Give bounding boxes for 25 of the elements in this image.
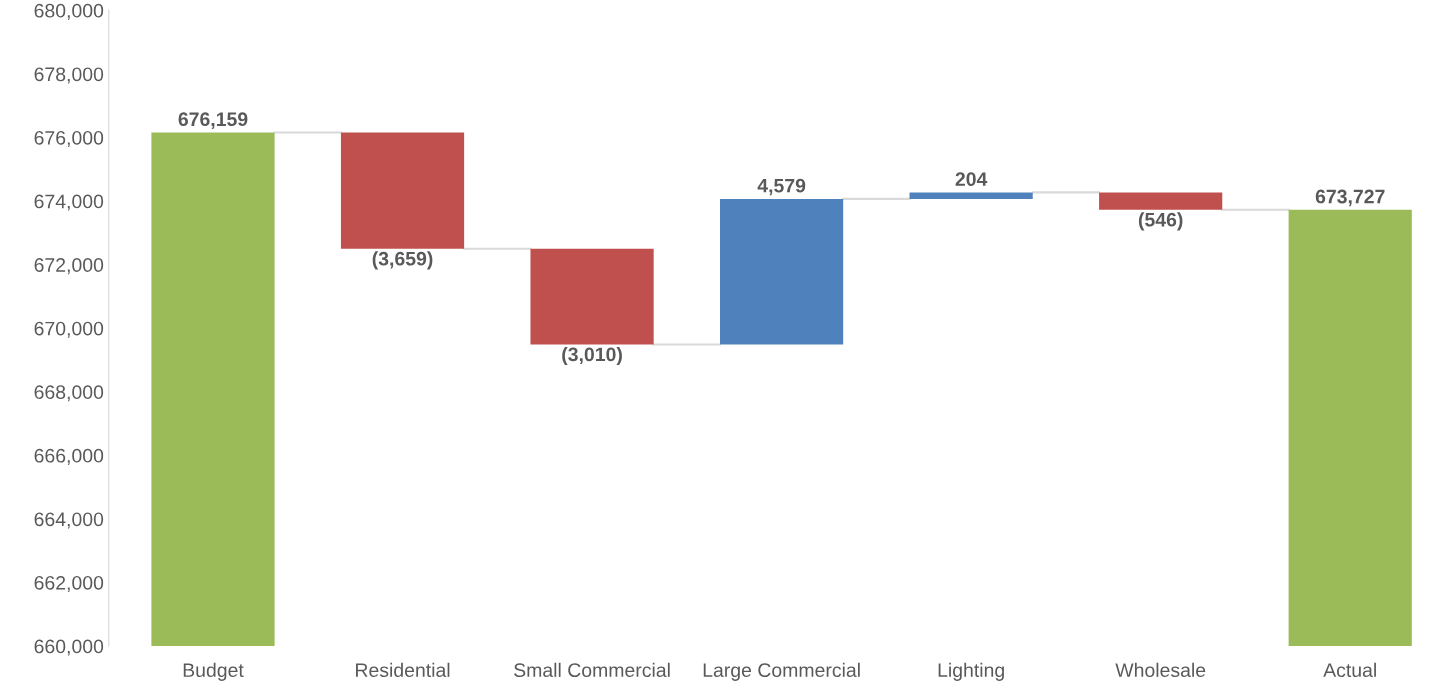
data-label: 676,159 bbox=[178, 112, 248, 129]
y-tick-label: 674,000 bbox=[34, 194, 104, 211]
y-tick-label: 668,000 bbox=[34, 385, 104, 402]
x-tick-label: Wholesale bbox=[1115, 662, 1206, 678]
x-tick-label: Lighting bbox=[938, 662, 1004, 681]
x-tick-label: Small Commercial bbox=[514, 662, 670, 678]
data-label: 4,579 bbox=[757, 178, 806, 196]
y-tick-label: 660,000 bbox=[34, 639, 104, 656]
y-tick-label: 664,000 bbox=[34, 512, 104, 529]
x-tick-label: Large Commercial bbox=[703, 662, 860, 681]
data-label: 204 bbox=[955, 172, 988, 187]
y-tick-label: 680,000 bbox=[34, 3, 104, 20]
y-tick-label: 662,000 bbox=[34, 575, 104, 593]
data-label: (3,010) bbox=[562, 346, 622, 366]
x-tick-label: Residential bbox=[356, 662, 450, 678]
x-tick-label: Actual bbox=[1323, 662, 1376, 678]
data-label: 673,727 bbox=[1315, 189, 1385, 207]
y-tick-label: 678,000 bbox=[34, 67, 104, 84]
y-tick-label: 676,000 bbox=[34, 130, 104, 148]
y-tick-label: 670,000 bbox=[34, 321, 104, 338]
y-tick-label: 666,000 bbox=[34, 448, 104, 465]
data-label: (546) bbox=[1138, 212, 1183, 231]
data-label: (3,659) bbox=[372, 251, 433, 270]
y-tick-label: 672,000 bbox=[34, 258, 104, 275]
x-tick-label: Budget bbox=[183, 662, 244, 681]
